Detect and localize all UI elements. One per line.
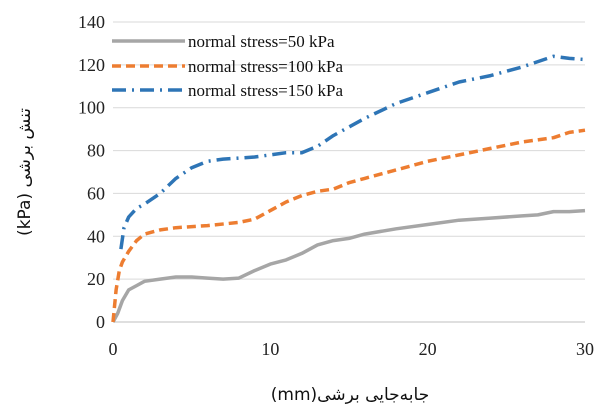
x-tick-label: 30 (576, 339, 594, 359)
y-tick-label: 0 (96, 312, 105, 332)
gridlines (113, 21, 585, 280)
y-tick-label: 60 (87, 183, 105, 203)
y-axis-title: تنش برشی (kPa) (15, 108, 35, 236)
y-tick-label: 140 (78, 12, 105, 32)
y-tick-label: 40 (87, 226, 105, 246)
series-line-3 (119, 54, 586, 250)
y-tick-label: 20 (87, 269, 105, 289)
x-tick-label: 20 (419, 339, 437, 359)
x-axis-ticks: 0 10 20 30 (109, 339, 595, 359)
x-axis-title: جابه‌جایی برشی(mm) (271, 385, 429, 405)
series-line-2 (111, 128, 586, 323)
legend-label-100: normal stress=100 kPa (188, 57, 343, 76)
x-tick-label: 10 (261, 339, 279, 359)
y-axis-ticks: 0 20 40 60 80 100 120 140 (78, 12, 105, 332)
y-tick-label: 100 (78, 98, 105, 118)
series-line-1 (111, 208, 586, 323)
legend: normal stress=50 kPa normal stress=100 k… (112, 32, 343, 100)
y-tick-label: 80 (87, 141, 105, 161)
legend-label-50: normal stress=50 kPa (188, 32, 335, 51)
x-tick-label: 0 (109, 339, 118, 359)
y-tick-label: 120 (78, 55, 105, 75)
series-lines (111, 54, 586, 323)
legend-label-150: normal stress=150 kPa (188, 81, 343, 100)
